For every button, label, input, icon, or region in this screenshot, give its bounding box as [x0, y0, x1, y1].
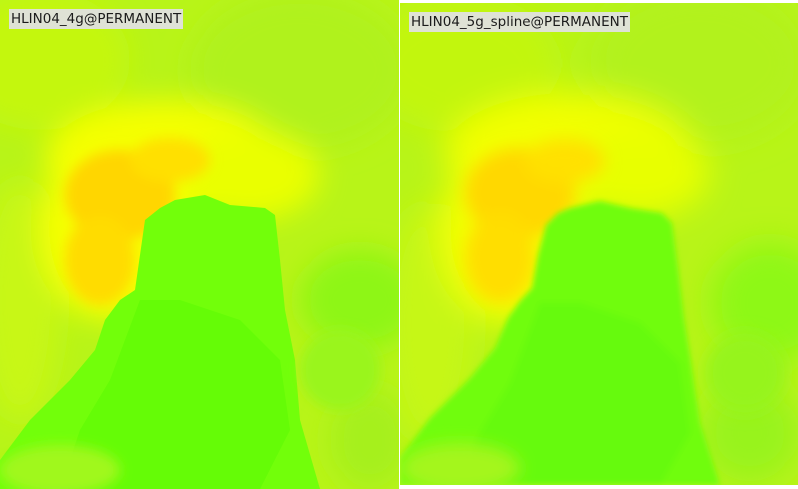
- raster-map-hlin04-5g-spline: [400, 3, 798, 485]
- map-panel-hlin04-4g[interactable]: HLIN04_4g@PERMANENT: [0, 0, 399, 489]
- raster-map-hlin04-4g: [0, 0, 399, 489]
- map-layer-label: HLIN04_4g@PERMANENT: [9, 9, 184, 29]
- map-panel-hlin04-5g-spline[interactable]: HLIN04_5g_spline@PERMANENT: [400, 3, 798, 485]
- map-layer-label: HLIN04_5g_spline@PERMANENT: [409, 12, 630, 32]
